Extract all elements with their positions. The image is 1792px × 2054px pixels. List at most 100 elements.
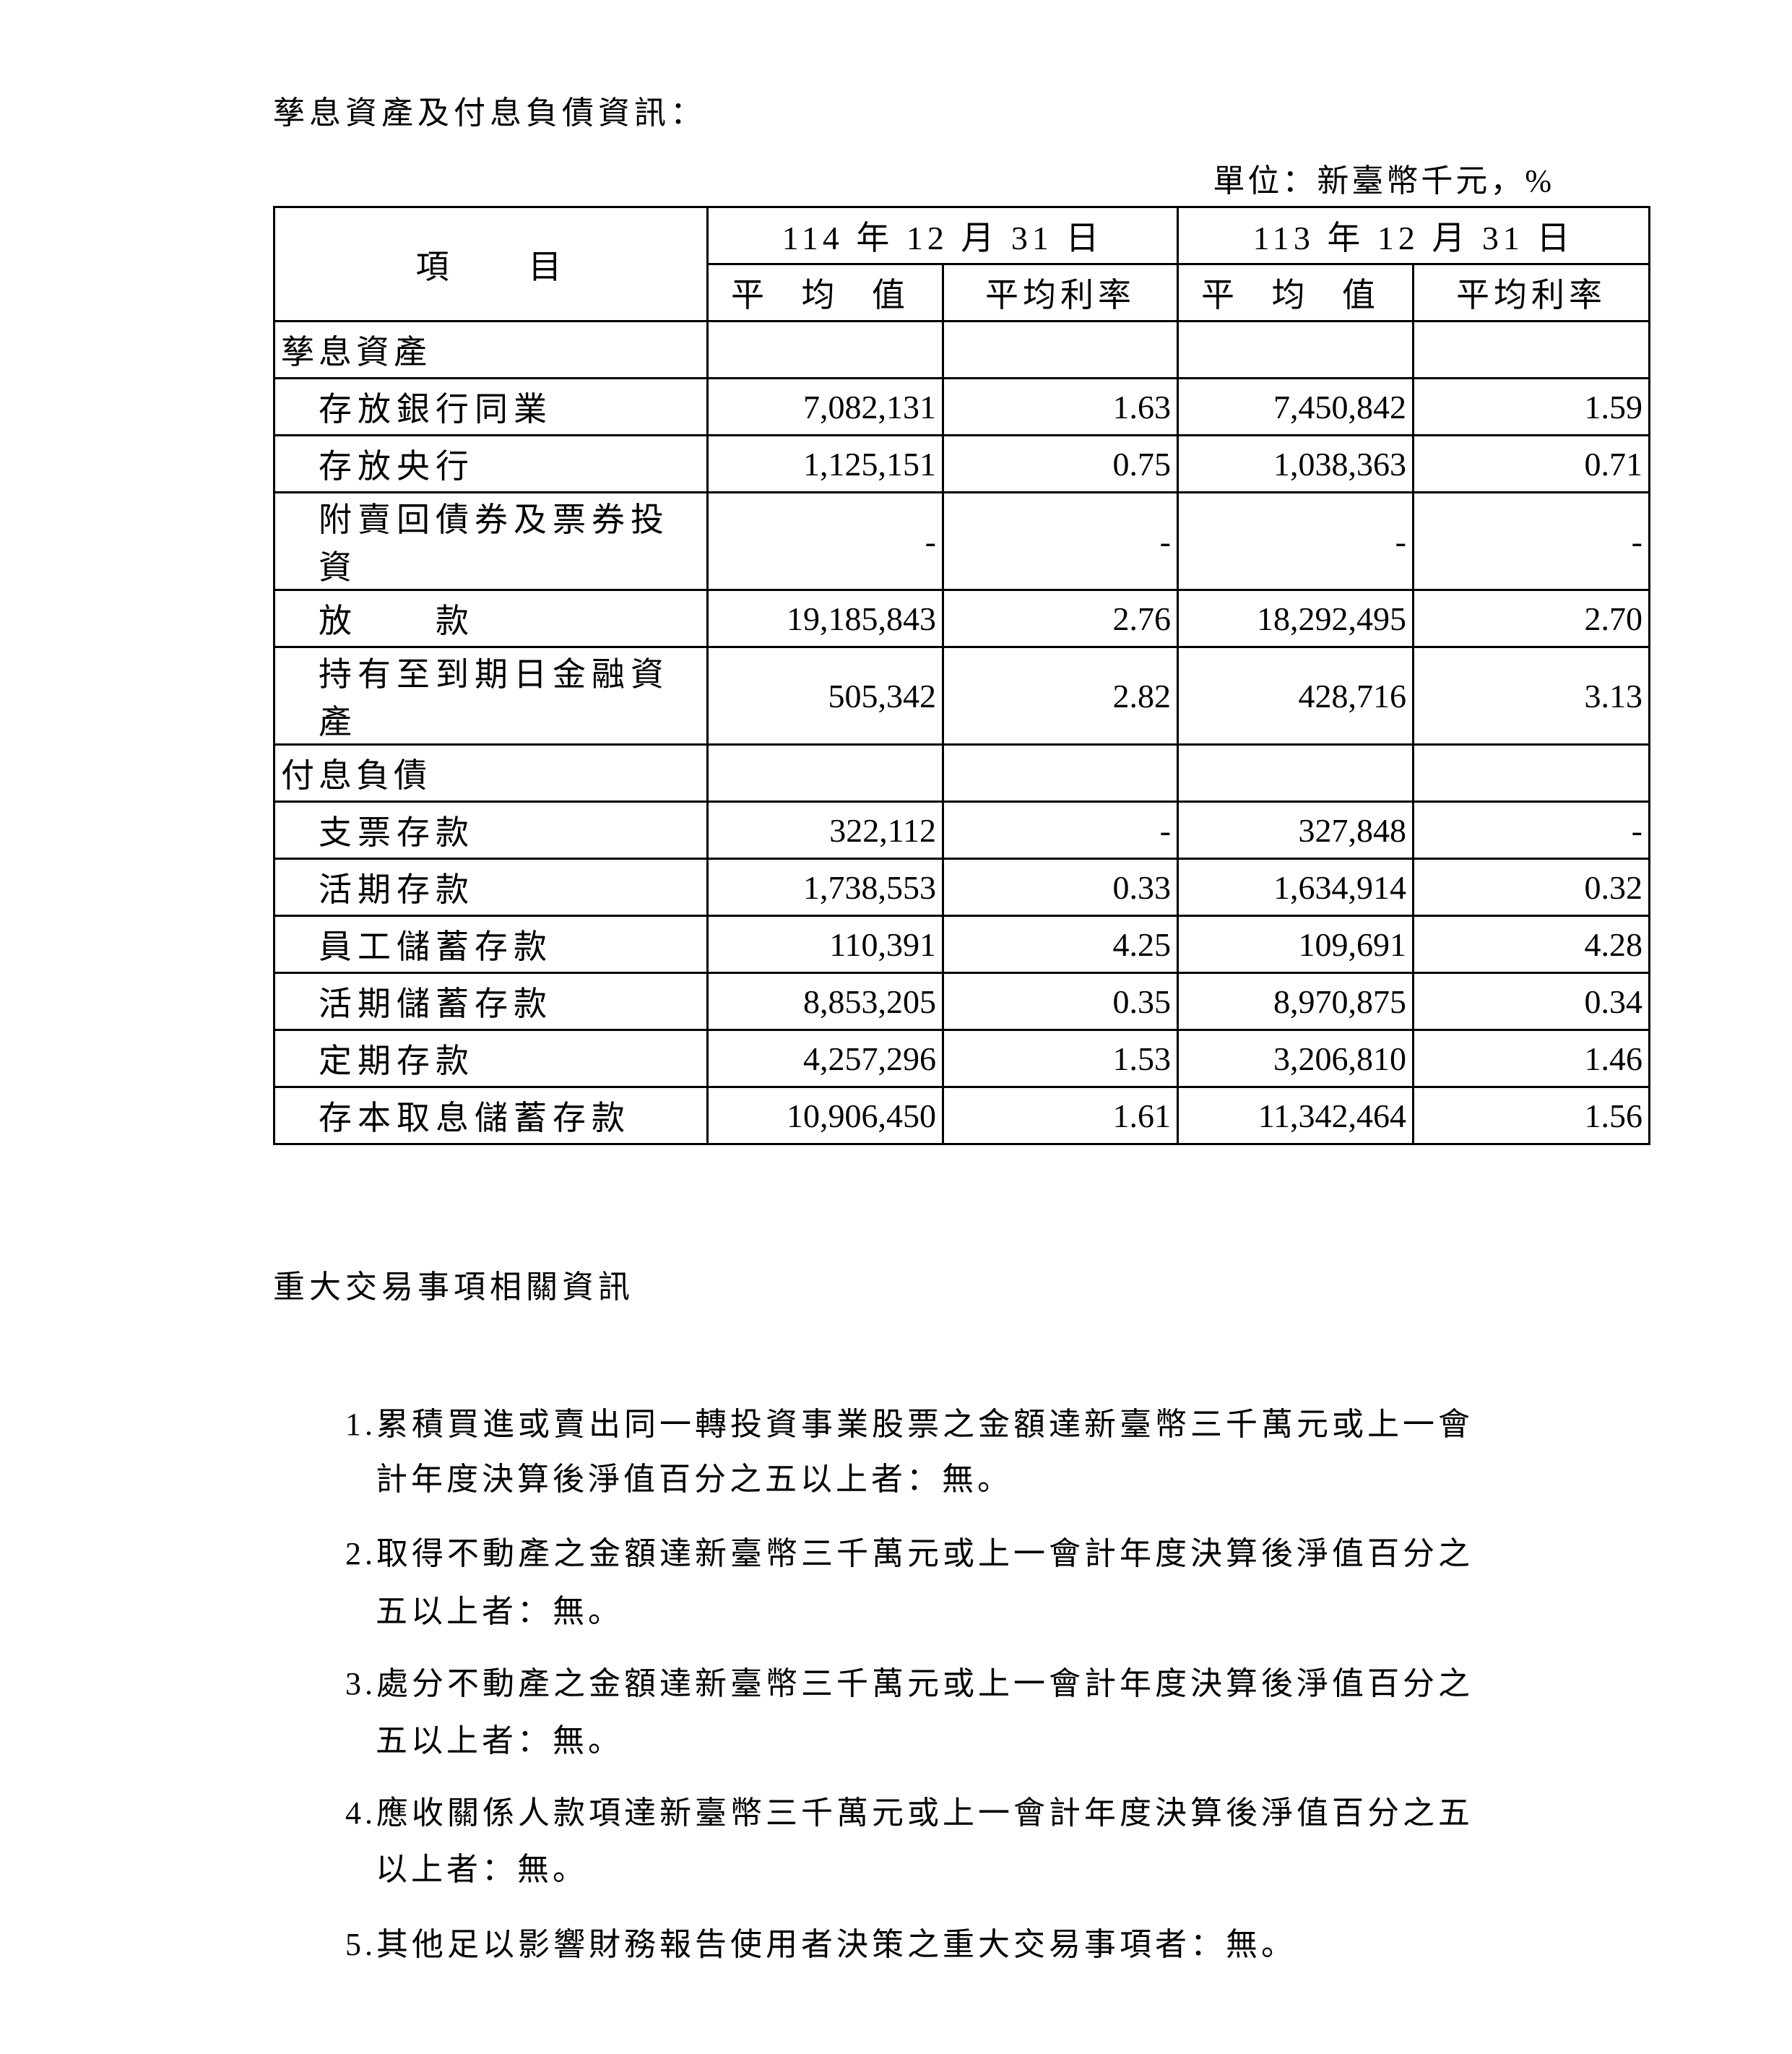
table-row: 放 款 19,185,843 2.76 18,292,495 2.70 xyxy=(273,589,1650,648)
average-rate-cell: 1.56 xyxy=(1412,1086,1650,1145)
average-rate-cell: 1.53 xyxy=(942,1029,1179,1088)
average-rate-cell: 4.28 xyxy=(1412,915,1650,974)
average-value-cell: 1,634,914 xyxy=(1177,858,1414,917)
sub-header-rate: 平均利率 xyxy=(942,263,1179,322)
average-value-cell xyxy=(1177,320,1414,379)
list-item-1-line-1: 1.累積買進或賣出同一轉投資事業股票之金額達新臺幣三千萬元或上一會 xyxy=(345,1407,1473,1442)
average-value-cell: 327,848 xyxy=(1177,801,1414,860)
average-rate-cell: 2.76 xyxy=(942,589,1179,648)
list-item-2-line-2: 五以上者：無。 xyxy=(376,1594,623,1629)
average-rate-cell: 2.70 xyxy=(1412,589,1650,648)
average-value-cell: 1,738,553 xyxy=(706,858,944,917)
average-value-cell: 19,185,843 xyxy=(706,589,944,648)
header-row-metrics: 平 均 值 平均利率 平 均 值 平均利率 xyxy=(274,263,1650,322)
table-row: 存放央行 1,125,151 0.75 1,038,363 0.71 xyxy=(273,434,1650,493)
section-title-interest-assets: 孳息資產及付息負債資訊： xyxy=(273,95,706,131)
average-value-cell: - xyxy=(1177,491,1414,591)
average-value-cell: 1,125,151 xyxy=(706,434,944,493)
average-value-cell: 109,691 xyxy=(1177,915,1414,974)
list-item-1-line-2: 計年度決算後淨值百分之五以上者：無。 xyxy=(376,1462,1013,1497)
sub-header-rate: 平均利率 xyxy=(1412,263,1650,322)
row-label: 存放銀行同業 xyxy=(273,377,709,436)
average-value-cell: 10,906,450 xyxy=(706,1086,944,1145)
average-rate-cell: 2.82 xyxy=(942,646,1179,746)
average-rate-cell xyxy=(1412,320,1650,379)
header-row-periods: 項 目 114 年 12 月 31 日 113 年 12 月 31 日 xyxy=(273,206,1650,322)
average-rate-cell: 0.32 xyxy=(1412,858,1650,917)
period-header-113: 113 年 12 月 31 日 xyxy=(1177,206,1650,265)
list-item-3-line-2: 五以上者：無。 xyxy=(376,1723,623,1759)
table-row: 支票存款 322,112-327,848- xyxy=(273,801,1650,860)
table-row: 附賣回債券及票券投資 - - - - xyxy=(273,491,1650,591)
row-label: 支票存款 xyxy=(273,801,709,860)
list-item-3-line-1: 3.處分不動產之金額達新臺幣三千萬元或上一會計年度決算後淨值百分之 xyxy=(345,1666,1473,1701)
average-rate-cell xyxy=(942,743,1179,803)
list-item-2-line-1: 2.取得不動產之金額達新臺幣三千萬元或上一會計年度決算後淨值百分之 xyxy=(345,1536,1473,1571)
average-value-cell: 428,716 xyxy=(1177,646,1414,746)
sub-header-average: 平 均 值 xyxy=(706,263,944,322)
average-rate-cell: - xyxy=(1412,491,1650,591)
average-value-cell xyxy=(706,320,944,379)
average-value-cell: - xyxy=(706,491,944,591)
table-row: 活期存款 1,738,553 0.33 1,634,914 0.32 xyxy=(273,858,1650,917)
sub-header-average: 平 均 值 xyxy=(1177,263,1414,322)
average-rate-cell: 4.25 xyxy=(942,915,1179,974)
average-rate-cell: 3.13 xyxy=(1412,646,1650,746)
average-value-cell: 8,970,875 xyxy=(1177,972,1414,1031)
average-rate-cell: - xyxy=(942,491,1179,591)
table-row: 員工儲蓄存款 110,391 4.25 109,691 4.28 xyxy=(273,915,1650,974)
average-value-cell: 3,206,810 xyxy=(1177,1029,1414,1088)
average-value-cell: 8,853,205 xyxy=(706,972,944,1031)
row-label: 附賣回債券及票券投資 xyxy=(273,491,709,591)
average-value-cell: 505,342 xyxy=(706,646,944,746)
average-value-cell xyxy=(706,743,944,803)
interest-table: 項 目 114 年 12 月 31 日 113 年 12 月 31 日 平 均 … xyxy=(273,206,1650,1145)
table-row: 存放銀行同業 7,082,131 1.63 7,450,842 1.59 xyxy=(273,377,1650,436)
group-label: 孳息資產 xyxy=(273,320,709,379)
item-header: 項 目 xyxy=(273,206,709,322)
average-rate-cell: 1.63 xyxy=(942,377,1179,436)
row-label: 存放央行 xyxy=(273,434,709,493)
row-label: 活期儲蓄存款 xyxy=(273,972,709,1031)
average-value-cell: 1,038,363 xyxy=(1177,434,1414,493)
average-rate-cell: 0.33 xyxy=(942,858,1179,917)
row-label: 活期存款 xyxy=(273,858,709,917)
group-row: 付息負債 xyxy=(273,743,1650,803)
average-rate-cell: 0.71 xyxy=(1412,434,1650,493)
unit-label: 單位：新臺幣千元，% xyxy=(1213,163,1554,199)
average-rate-cell: 1.61 xyxy=(942,1086,1179,1145)
list-item-4-line-1: 4.應收關係人款項達新臺幣三千萬元或上一會計年度決算後淨值百分之五 xyxy=(345,1795,1473,1831)
average-rate-cell: 1.59 xyxy=(1412,377,1650,436)
table-row: 持有至到期日金融資產 505,342 2.82 428,716 3.13 xyxy=(273,646,1650,746)
average-rate-cell: - xyxy=(942,801,1179,860)
average-value-cell: 110,391 xyxy=(706,915,944,974)
average-rate-cell xyxy=(1412,743,1650,803)
average-value-cell: 18,292,495 xyxy=(1177,589,1414,648)
average-value-cell xyxy=(1177,743,1414,803)
average-value-cell: 7,450,842 xyxy=(1177,377,1414,436)
row-label: 員工儲蓄存款 xyxy=(273,915,709,974)
average-rate-cell: 0.34 xyxy=(1412,972,1650,1031)
row-label: 持有至到期日金融資產 xyxy=(273,646,709,746)
table-row: 定期存款 4,257,296 1.53 3,206,810 1.46 xyxy=(273,1029,1650,1088)
average-rate-cell: 0.35 xyxy=(942,972,1179,1031)
average-value-cell: 4,257,296 xyxy=(706,1029,944,1088)
average-rate-cell: - xyxy=(1412,801,1650,860)
section-title-major-transactions: 重大交易事項相關資訊 xyxy=(273,1269,634,1305)
average-value-cell: 11,342,464 xyxy=(1177,1086,1414,1145)
average-rate-cell: 0.75 xyxy=(942,434,1179,493)
list-item-4-line-2: 以上者：無。 xyxy=(376,1852,588,1887)
row-label: 放 款 xyxy=(273,589,709,648)
average-rate-cell xyxy=(942,320,1179,379)
average-value-cell: 7,082,131 xyxy=(706,377,944,436)
list-item-5-line-1: 5.其他足以影響財務報告使用者決策之重大交易事項者：無。 xyxy=(345,1927,1297,1962)
row-label: 存本取息儲蓄存款 xyxy=(273,1086,709,1145)
average-value-cell: 322,112 xyxy=(706,801,944,860)
average-rate-cell: 1.46 xyxy=(1412,1029,1650,1088)
row-label: 定期存款 xyxy=(273,1029,709,1088)
group-row: 孳息資產 xyxy=(273,320,1650,379)
group-label: 付息負債 xyxy=(273,743,709,803)
table-row: 存本取息儲蓄存款 10,906,450 1.61 11,342,464 1.56 xyxy=(273,1086,1650,1145)
period-header-114: 114 年 12 月 31 日 xyxy=(706,206,1179,265)
table-row: 活期儲蓄存款 8,853,205 0.35 8,970,875 0.34 xyxy=(273,972,1650,1031)
